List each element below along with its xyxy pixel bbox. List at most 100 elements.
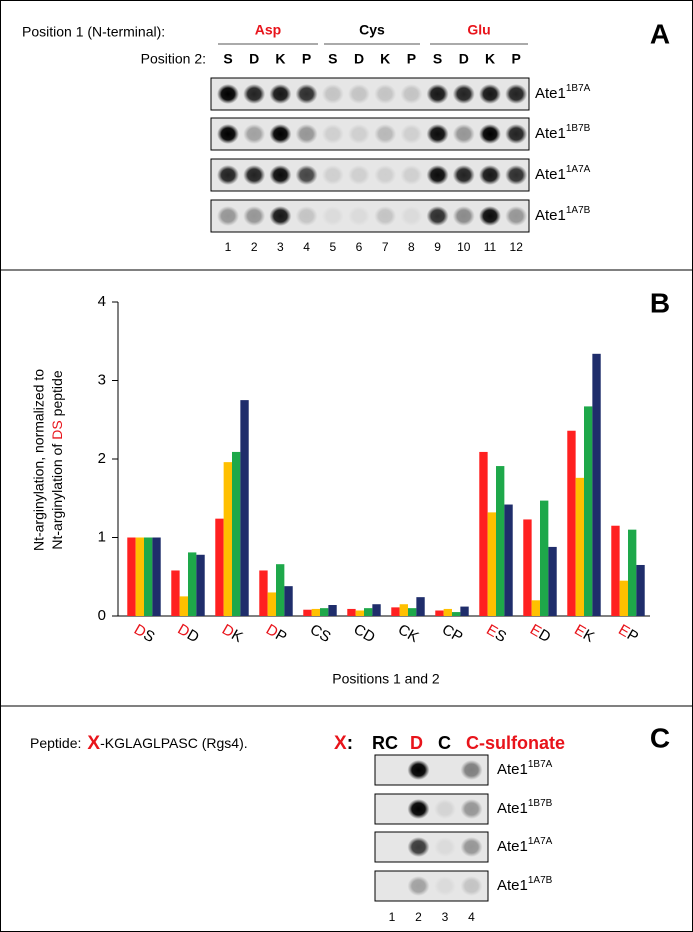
bar (540, 500, 549, 616)
column-header: RC (372, 733, 398, 753)
blot-spot (452, 84, 475, 104)
blot-spot (217, 165, 239, 185)
lane-number: 3 (277, 240, 284, 254)
selector: X: (334, 733, 353, 754)
blot-spot (426, 165, 449, 185)
position1-group: Asp (255, 22, 281, 38)
bar (628, 529, 637, 616)
panel-label: C (650, 722, 670, 753)
y-axis-label: Nt-arginylation, normalized to (31, 369, 47, 551)
bar (567, 430, 576, 616)
bar (435, 610, 444, 616)
row-label-name: Ate1 (535, 166, 566, 183)
bar (328, 605, 337, 616)
row-label-superscript: 1A7A (566, 164, 591, 175)
y-axis-label-part: DS (49, 420, 65, 439)
blot-spot (460, 876, 483, 896)
blot-spot (407, 760, 430, 780)
blot-spot (295, 165, 318, 185)
row-label-name: Ate1 (535, 85, 566, 102)
blot-spot (269, 124, 292, 144)
row-label-name: Ate1 (535, 207, 566, 224)
bar (355, 610, 364, 616)
blot-spot (460, 760, 483, 780)
blot-spot (426, 206, 449, 226)
blot-spot (321, 165, 344, 185)
lane-number: 6 (356, 240, 363, 254)
y-axis-label-part: Nt-arginylation of (49, 444, 65, 550)
position2-letter: D (354, 51, 364, 67)
lane-number: 2 (251, 240, 258, 254)
bar (443, 608, 452, 616)
bar (267, 592, 276, 616)
bar (276, 564, 285, 616)
blot-spot (434, 837, 456, 857)
bar (372, 604, 381, 616)
bar (179, 596, 188, 616)
bar (188, 552, 197, 616)
lane-number: 3 (442, 910, 449, 924)
row-label-superscript: 1A7B (528, 875, 553, 886)
blot-spot (374, 84, 397, 104)
lane-number: 1 (389, 910, 396, 924)
lane-number: 9 (434, 240, 441, 254)
row-label: Ate11A7A (497, 836, 553, 855)
row-label: Ate11A7B (535, 205, 591, 224)
blot-spot (479, 124, 501, 144)
bar (223, 462, 232, 616)
blot-spot (460, 799, 483, 819)
position1-group: Glu (467, 22, 490, 38)
bar (452, 612, 461, 616)
bar (416, 597, 425, 616)
blot-spot (217, 84, 239, 104)
blot-spot (460, 837, 483, 857)
bar (347, 608, 356, 616)
row-label: Ate11B7B (497, 798, 553, 817)
blot-spot (434, 799, 456, 819)
blot-spot (269, 84, 292, 104)
lane-number: 1 (225, 240, 232, 254)
lane-number: 12 (510, 240, 524, 254)
blot-spot (400, 206, 423, 226)
bar (460, 606, 469, 616)
position1-group: Cys (359, 22, 385, 38)
bar (135, 537, 144, 616)
blot-spot (479, 165, 501, 185)
row-label-name: Ate1 (497, 761, 528, 778)
position2-letter: K (485, 51, 495, 67)
x-tick-label: ES (483, 621, 509, 646)
y-tick-label: 1 (98, 528, 106, 545)
blot-spot (426, 124, 449, 144)
x-tick-label: EK (571, 621, 597, 646)
x-tick-label: DD (175, 621, 202, 647)
position2-letter: K (380, 51, 390, 67)
blot-spot (452, 206, 475, 226)
lane-number: 10 (457, 240, 471, 254)
blot-spot (348, 165, 370, 185)
blot-spot (243, 165, 266, 185)
bar (259, 570, 268, 616)
blot-spot (505, 165, 528, 185)
blot-spot (400, 165, 423, 185)
bar (523, 519, 532, 616)
y-tick-label: 4 (98, 293, 106, 310)
x-axis-label: Positions 1 and 2 (332, 671, 440, 687)
position2-letter: K (275, 51, 285, 67)
peptide-text: Peptide: X-KGLAGLPASC (Rgs4). (30, 733, 248, 754)
row-label-name: Ate1 (535, 125, 566, 142)
blot-spot (243, 84, 266, 104)
y-tick-label: 2 (98, 450, 106, 467)
blot-spot (321, 206, 344, 226)
bar (408, 608, 417, 616)
blot-spot (269, 206, 292, 226)
bar (152, 537, 161, 616)
column-header: C (438, 733, 451, 753)
blot-spot (321, 124, 344, 144)
panel-label: B (650, 287, 670, 318)
blot-spot (217, 124, 239, 144)
blot-spot (434, 876, 456, 896)
row-label: Ate11B7A (497, 759, 553, 778)
position2-letter: P (407, 51, 416, 67)
blot-spot (243, 206, 266, 226)
